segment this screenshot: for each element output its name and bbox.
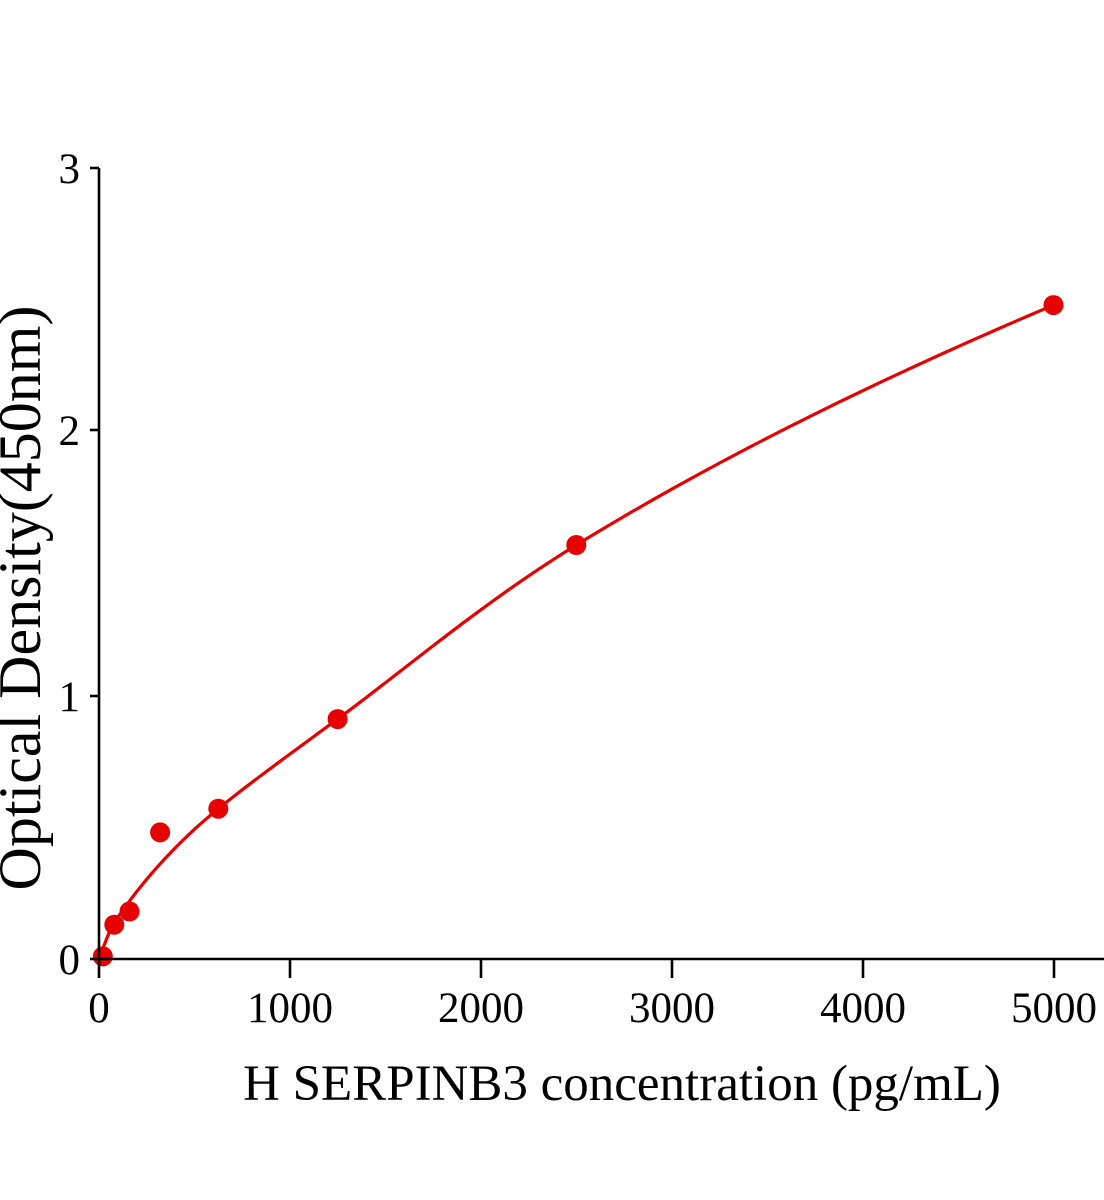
svg-text:3: 3	[59, 146, 81, 193]
svg-text:1000: 1000	[247, 985, 333, 1032]
svg-text:4000: 4000	[820, 985, 906, 1032]
svg-text:Optical Density(450nm): Optical Density(450nm)	[0, 306, 53, 891]
svg-text:1: 1	[59, 674, 81, 721]
svg-text:H SERPINB3 concentration (pg/m: H SERPINB3 concentration (pg/mL)	[243, 1056, 1001, 1112]
svg-text:3000: 3000	[629, 985, 715, 1032]
svg-text:5000: 5000	[1011, 985, 1097, 1032]
svg-text:2: 2	[59, 408, 81, 455]
svg-text:0: 0	[59, 937, 81, 984]
svg-text:2000: 2000	[438, 985, 524, 1032]
svg-text:0: 0	[88, 985, 110, 1032]
